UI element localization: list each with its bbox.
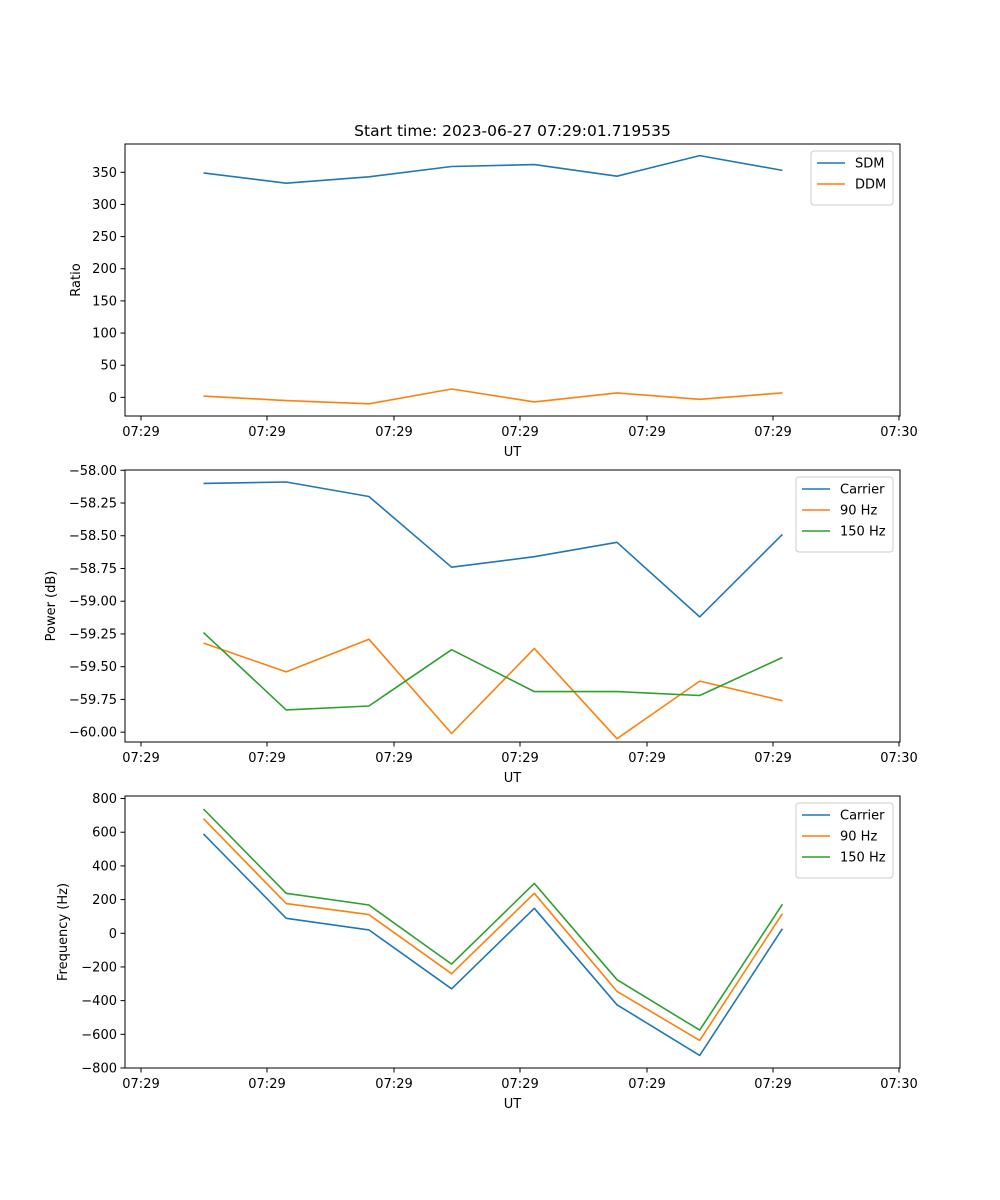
x-tick-label: 07:29 [122, 751, 159, 766]
legend: Carrier 90 Hz 150 Hz [795, 802, 894, 879]
y-tick-label: −59.00 [69, 595, 117, 610]
y-tick-label: 50 [100, 359, 117, 374]
x-tick-label: 07:29 [248, 425, 285, 440]
x-tick-label: 07:29 [754, 1077, 791, 1092]
x-tick-label: 07:29 [122, 1077, 159, 1092]
x-tick-label: 07:29 [628, 751, 665, 766]
x-tick-label: 07:29 [501, 1077, 538, 1092]
x-axis-label: UT [504, 445, 522, 460]
y-tick-label: 300 [92, 198, 117, 213]
axes-frame [124, 795, 901, 1069]
y-tick-label: 0 [109, 927, 117, 942]
x-tick-label: 07:30 [880, 751, 917, 766]
legend: SDM DDM [810, 150, 894, 206]
x-tick-label: 07:29 [501, 751, 538, 766]
x-tick-label: 07:30 [880, 1077, 917, 1092]
legend-entry-label: 90 Hz [840, 504, 877, 519]
y-axis-label: Power (dB) [44, 571, 59, 642]
x-tick-label: 07:29 [122, 425, 159, 440]
series-line-carrier [202, 833, 784, 1057]
y-tick-label: −200 [81, 960, 117, 975]
x-axis-label: UT [504, 1097, 522, 1112]
x-tick-label: 07:29 [375, 1077, 412, 1092]
y-tick-label: −60.00 [69, 726, 117, 741]
chart-title: Start time: 2023-06-27 07:29:01.719535 [354, 122, 671, 140]
axes-frame [124, 143, 901, 417]
series-line-90-hz [203, 638, 783, 740]
legend-entry-label: DDM [855, 178, 886, 193]
subplot-2: 07:29 07:29 07:29 07:29 07:29 07:29 07:30 −60.0… [44, 464, 918, 786]
series-line-150-hz [202, 632, 783, 711]
series-line-carrier [203, 481, 783, 618]
plot-area [125, 144, 900, 416]
x-tick-label: 07:30 [880, 425, 917, 440]
legend-entry-label: 150 Hz [840, 525, 886, 540]
y-tick-label: 100 [92, 327, 117, 342]
series-line-ddm [203, 388, 783, 405]
y-tick-label: 150 [92, 294, 117, 309]
x-tick-label: 07:29 [248, 1077, 285, 1092]
plots-area: 07:29 07:29 07:29 07:29 07:29 07:29 07:30 0 50 10… [44, 143, 918, 1112]
axes-frame [124, 469, 901, 743]
y-tick-label: −600 [81, 1028, 117, 1043]
x-tick-label: 07:29 [375, 425, 412, 440]
x-tick-label: 07:29 [248, 751, 285, 766]
y-tick-label: −58.75 [69, 562, 117, 577]
subplot-3: 07:29 07:29 07:29 07:29 07:29 07:29 07:30 −800 −… [56, 792, 918, 1112]
legend-entry-label: 150 Hz [840, 851, 886, 866]
y-tick-label: 350 [92, 166, 117, 181]
x-tick-label: 07:29 [754, 425, 791, 440]
y-tick-label: −800 [81, 1062, 117, 1077]
y-tick-label: 0 [109, 391, 117, 406]
legend: Carrier 90 Hz 150 Hz [795, 476, 894, 553]
y-tick-label: 250 [92, 230, 117, 245]
y-tick-label: 400 [92, 859, 117, 874]
subplot-1: 07:29 07:29 07:29 07:29 07:29 07:29 07:30 0 50 10… [69, 143, 918, 460]
y-axis-label: Frequency (Hz) [56, 883, 71, 981]
legend-entry-label: Carrier [840, 809, 885, 824]
y-tick-label: −58.25 [69, 497, 117, 512]
series-line-90-hz [202, 818, 784, 1042]
y-tick-label: 600 [92, 826, 117, 841]
legend-entry-label: Carrier [840, 483, 885, 498]
x-tick-label: 07:29 [501, 425, 538, 440]
legend-box [810, 150, 894, 206]
x-axis-label: UT [504, 771, 522, 786]
x-tick-label: 07:29 [375, 751, 412, 766]
y-axis-label: Ratio [69, 263, 84, 296]
legend-entry-label: SDM [855, 157, 884, 172]
legend-box [795, 476, 894, 553]
legend-box [795, 802, 894, 879]
y-tick-label: −59.50 [69, 660, 117, 675]
series-line-150-hz [202, 808, 784, 1031]
y-tick-label: −58.50 [69, 529, 117, 544]
y-tick-label: −58.00 [69, 464, 117, 479]
y-tick-label: −400 [81, 994, 117, 1009]
x-tick-label: 07:29 [754, 751, 791, 766]
series-line-sdm [203, 154, 783, 184]
plot-area [125, 796, 900, 1068]
legend-entry-label: 90 Hz [840, 830, 877, 845]
y-tick-label: 200 [92, 262, 117, 277]
x-tick-label: 07:29 [628, 1077, 665, 1092]
x-tick-label: 07:29 [628, 425, 665, 440]
y-tick-label: −59.75 [69, 693, 117, 708]
plot-area [125, 470, 900, 742]
y-tick-label: 800 [92, 792, 117, 807]
y-tick-label: −59.25 [69, 627, 117, 642]
y-tick-label: 200 [92, 893, 117, 908]
